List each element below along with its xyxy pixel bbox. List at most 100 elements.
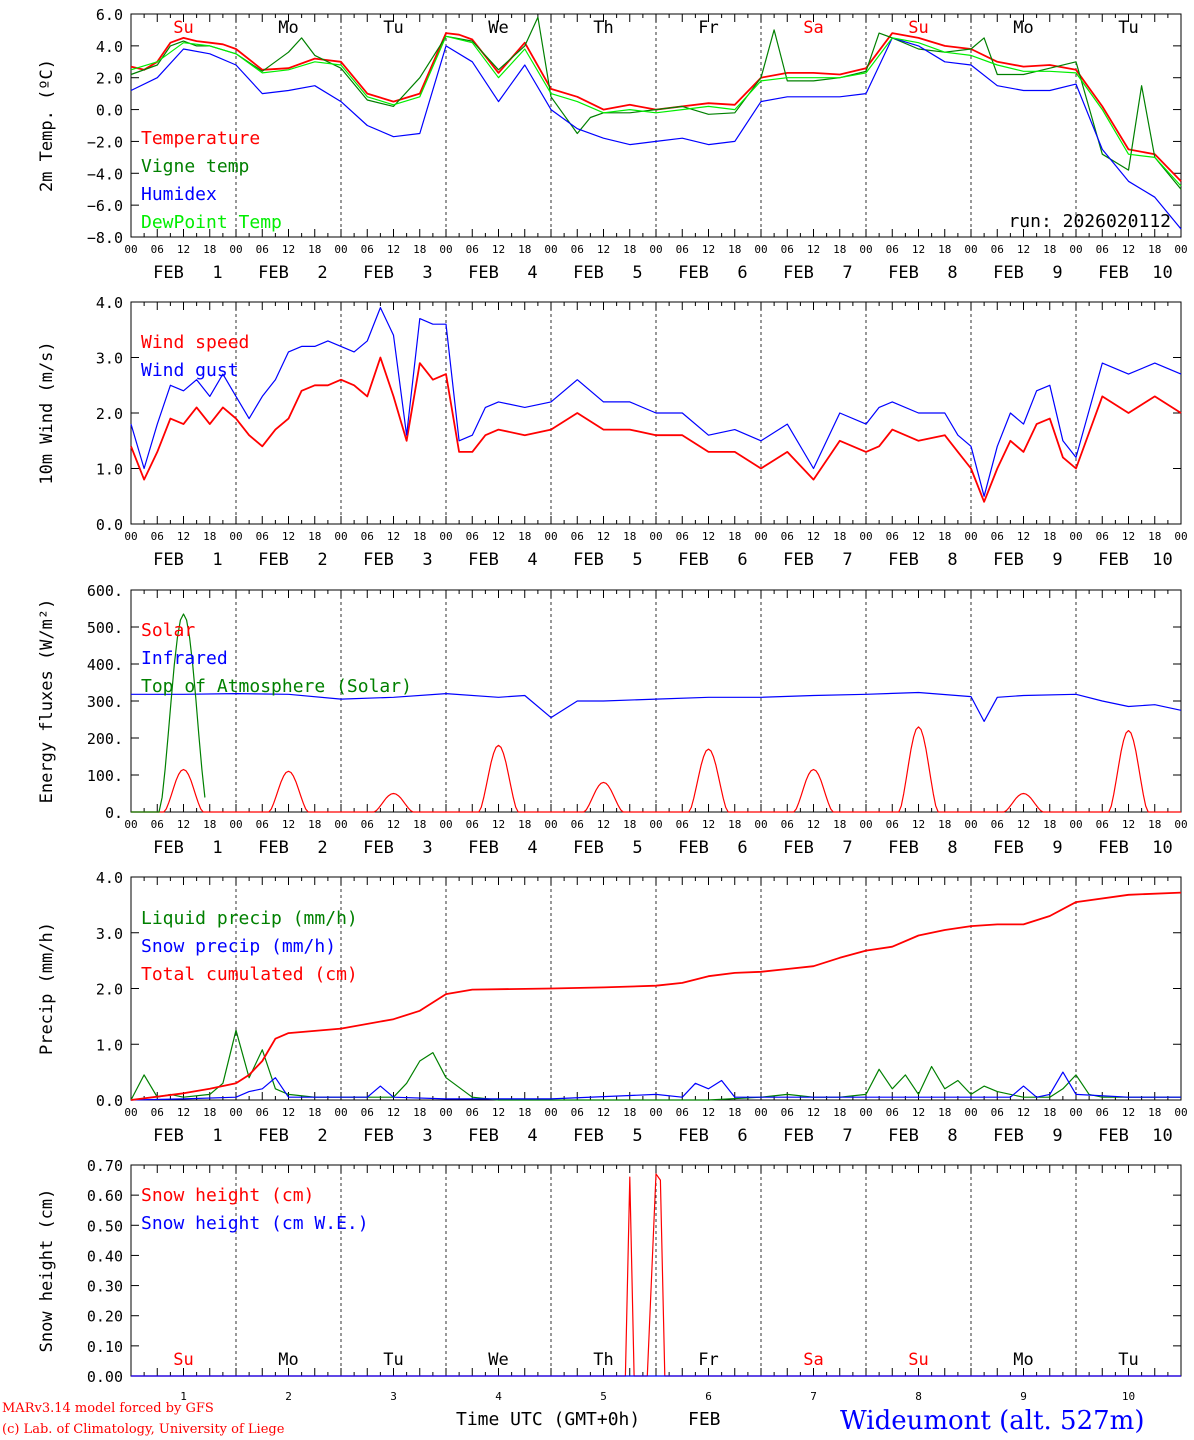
x-day-label: 3 — [422, 263, 432, 283]
x-day-number: 10 — [1122, 1390, 1135, 1403]
x-month-label: FEB — [1098, 550, 1129, 570]
x-day-label: 8 — [947, 1126, 957, 1146]
x-month-label: FEB — [153, 550, 184, 570]
y-tick-label: 0.0 — [96, 102, 123, 120]
legend-entry: Total cumulated (cm) — [141, 964, 358, 985]
x-hour-label: 00 — [754, 530, 767, 543]
legend-entry: Wind speed — [141, 332, 249, 353]
x-hour-label: 12 — [807, 818, 820, 831]
x-hour-label: 06 — [886, 1106, 899, 1119]
x-hour-label: 06 — [1096, 243, 1109, 256]
x-day-label: 4 — [527, 263, 537, 283]
series-line-liquid-precip-mm-h- — [130, 1029, 1181, 1101]
x-month-label: FEB — [993, 838, 1024, 858]
x-hour-label: 12 — [1017, 243, 1030, 256]
weekday-label: Su — [908, 18, 928, 38]
x-month-label: FEB — [1098, 1126, 1129, 1146]
weekday-label: Fr — [698, 18, 718, 38]
x-month-label: FEB — [153, 1126, 184, 1146]
series-line-dewpoint-temp — [130, 35, 1182, 187]
x-hour-label: 06 — [676, 243, 689, 256]
x-month-label: FEB — [468, 1126, 499, 1146]
x-month-label: FEB — [678, 1126, 709, 1146]
x-hour-label: 00 — [754, 243, 767, 256]
x-hour-label: 18 — [518, 530, 531, 543]
x-hour-label: 18 — [1148, 818, 1161, 831]
x-hour-label: 18 — [1043, 1106, 1056, 1119]
weekday-label: Tu — [1118, 18, 1138, 38]
y-axis-label: 10m Wind (m/s) — [37, 341, 57, 484]
x-hour-label: 12 — [807, 243, 820, 256]
x-day-label: 8 — [947, 550, 957, 570]
x-hour-label: 00 — [544, 243, 557, 256]
x-hour-label: 18 — [518, 818, 531, 831]
legend-entry: Top of Atmosphere (Solar) — [141, 676, 412, 697]
x-hour-label: 12 — [1017, 530, 1030, 543]
x-hour-label: 00 — [334, 818, 347, 831]
x-axis-month: FEB — [688, 1409, 721, 1430]
x-day-label: 4 — [527, 838, 537, 858]
y-tick-label: 3.0 — [96, 350, 123, 368]
x-month-label: FEB — [678, 263, 709, 283]
x-hour-label: 00 — [649, 818, 662, 831]
x-hour-label: 12 — [807, 530, 820, 543]
x-hour-label: 18 — [413, 1106, 426, 1119]
x-hour-label: 12 — [282, 1106, 295, 1119]
x-hour-label: 18 — [1148, 243, 1161, 256]
x-hour-label: 06 — [781, 818, 794, 831]
x-hour-label: 18 — [728, 818, 741, 831]
x-hour-label: 06 — [991, 530, 1004, 543]
weekday-label: Mo — [278, 1350, 298, 1370]
series-line-wind-gust — [130, 307, 1182, 497]
location-title: Wideumont (alt. 527m) — [840, 1406, 1144, 1436]
y-tick-label: 6.0 — [96, 6, 123, 24]
x-hour-label: 00 — [439, 1106, 452, 1119]
x-hour-label: 00 — [1174, 1106, 1187, 1119]
x-hour-label: 18 — [1043, 243, 1056, 256]
x-month-label: FEB — [363, 550, 394, 570]
weekday-label: Su — [173, 1350, 193, 1370]
x-day-label: 7 — [842, 1126, 852, 1146]
y-tick-label: 3.0 — [96, 925, 123, 943]
x-day-number: 9 — [1020, 1390, 1027, 1403]
x-day-label: 6 — [737, 838, 747, 858]
x-hour-label: 00 — [859, 1106, 872, 1119]
x-day-label: 2 — [317, 838, 327, 858]
x-hour-label: 00 — [1174, 530, 1187, 543]
x-hour-label: 06 — [571, 243, 584, 256]
x-hour-label: 06 — [466, 1106, 479, 1119]
x-day-label: 9 — [1052, 263, 1062, 283]
x-month-label: FEB — [258, 838, 289, 858]
x-month-label: FEB — [678, 838, 709, 858]
x-hour-label: 06 — [256, 243, 269, 256]
x-hour-label: 00 — [859, 530, 872, 543]
x-hour-label: 12 — [1122, 530, 1135, 543]
y-tick-label: 2.0 — [96, 405, 123, 423]
x-hour-label: 00 — [229, 818, 242, 831]
x-day-number: 6 — [705, 1390, 712, 1403]
y-tick-label: 500. — [87, 619, 123, 637]
x-day-label: 2 — [317, 1126, 327, 1146]
x-hour-label: 00 — [334, 243, 347, 256]
x-hour-label: 00 — [229, 1106, 242, 1119]
x-hour-label: 06 — [151, 818, 164, 831]
series-line-wind-speed — [130, 356, 1182, 503]
x-month-label: FEB — [1098, 263, 1129, 283]
x-day-label: 9 — [1052, 550, 1062, 570]
x-axis-title: Time UTC (GMT+0h) — [456, 1409, 640, 1430]
x-day-label: 10 — [1152, 1126, 1172, 1146]
x-hour-label: 18 — [833, 530, 846, 543]
x-hour-label: 06 — [886, 243, 899, 256]
x-hour-label: 12 — [597, 1106, 610, 1119]
x-hour-label: 06 — [361, 1106, 374, 1119]
x-hour-label: 06 — [466, 530, 479, 543]
x-hour-label: 18 — [203, 818, 216, 831]
y-tick-label: 1.0 — [96, 461, 123, 479]
y-tick-label: 4.0 — [96, 38, 123, 56]
x-hour-label: 12 — [702, 243, 715, 256]
x-month-label: FEB — [468, 263, 499, 283]
y-tick-label: 200. — [87, 730, 123, 748]
weekday-label: Mo — [278, 18, 298, 38]
y-axis-label: Precip (mm/h) — [37, 922, 57, 1055]
x-hour-label: 12 — [387, 530, 400, 543]
